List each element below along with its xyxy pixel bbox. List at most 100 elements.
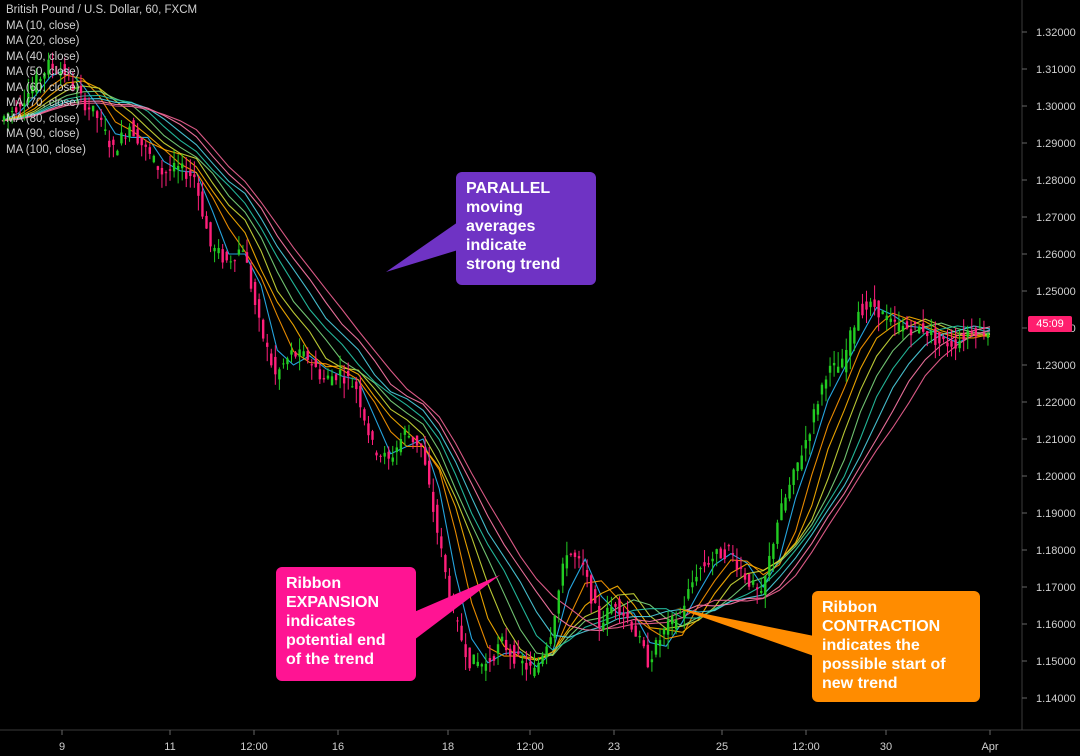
candle-body: [391, 457, 394, 462]
candle-body: [148, 147, 151, 154]
legend-ma-90[interactable]: MA (90, close): [6, 128, 80, 140]
legend-ma-100[interactable]: MA (100, close): [6, 143, 86, 156]
candle-body: [565, 555, 569, 569]
time-tick-label: 11: [164, 741, 175, 753]
candle-body: [217, 247, 220, 254]
candle-body: [91, 105, 95, 112]
candle-body: [873, 299, 876, 307]
time-tick-label: 12:00: [516, 741, 544, 753]
candle-body: [841, 358, 844, 368]
price-tick-label: 1.21000: [1036, 434, 1076, 446]
candle-body: [302, 351, 305, 357]
ma-line: [1, 102, 991, 630]
candle-body: [970, 331, 973, 334]
candle-body: [172, 162, 176, 172]
candle-body: [905, 321, 909, 329]
candle-body: [14, 107, 18, 113]
candle-body: [338, 369, 342, 376]
candle-body: [691, 582, 694, 588]
candle-body: [411, 436, 415, 443]
candle-body: [351, 386, 354, 388]
ma-line: [1, 74, 991, 660]
time-axis: 9 11 12:00 16 18 12:00 23 25 12:00 30 Apr: [59, 730, 999, 753]
parallel-callout: PARALLEL moving averages indicate strong…: [456, 172, 596, 285]
expansion-pointer: [414, 575, 500, 640]
legend-ma-50[interactable]: MA (50, close): [6, 66, 80, 78]
candle-body: [589, 575, 593, 604]
price-tick-label: 1.17000: [1036, 582, 1076, 594]
candle-body: [472, 654, 475, 665]
candle-body: [614, 603, 617, 607]
legend-ma-10[interactable]: MA (10, close): [6, 19, 80, 32]
candle-body: [683, 605, 686, 619]
candle-body: [484, 663, 488, 671]
candle-body: [881, 311, 884, 315]
candle-body: [359, 385, 362, 408]
contraction-line-5: new trend: [822, 675, 898, 692]
candle-body: [43, 73, 46, 79]
candle-body: [347, 370, 350, 377]
candle-body: [942, 336, 945, 340]
price-tick-label: 1.23000: [1036, 360, 1076, 372]
candle-body: [253, 282, 257, 305]
candle-body: [727, 545, 731, 547]
candle-body: [67, 73, 71, 75]
candle-body: [711, 558, 714, 562]
time-tick-label: 16: [332, 741, 344, 753]
candle-body: [921, 323, 925, 332]
price-tick-label: 1.31000: [1036, 64, 1076, 76]
candle-body: [395, 447, 398, 453]
candle-body: [180, 163, 184, 169]
candle-body: [666, 620, 670, 635]
candle-body: [958, 340, 961, 349]
candle-body: [197, 182, 200, 196]
candle-body: [634, 625, 637, 637]
candle-body: [209, 222, 212, 247]
candle-body: [545, 646, 548, 657]
legend-ma-60[interactable]: MA (60, close): [6, 81, 80, 94]
candle-body: [290, 350, 293, 355]
candle-body: [201, 191, 204, 217]
candle-body: [245, 252, 249, 263]
candle-body: [363, 409, 366, 421]
candle-body: [229, 261, 232, 263]
candle-body: [974, 328, 978, 337]
candle-body: [278, 369, 281, 380]
symbol-title: British Pound / U.S. Dollar, 60, FXCM: [6, 4, 198, 16]
candle-body: [508, 648, 512, 656]
legend-ma-80[interactable]: MA (80, close): [6, 112, 80, 125]
candle-body: [695, 576, 698, 582]
candle-body: [751, 580, 755, 585]
candle-body: [630, 621, 633, 630]
candle-body: [274, 356, 277, 375]
price-tick-label: 1.30000: [1036, 101, 1076, 113]
candle-body: [784, 497, 787, 511]
candle-body: [440, 536, 443, 549]
parallel-line-5: strong trend: [466, 256, 561, 273]
time-tick-label: Apr: [981, 741, 998, 753]
candle-body: [55, 72, 58, 74]
candle-body: [513, 645, 516, 664]
candle-body: [261, 319, 265, 339]
expansion-line-1: Ribbon: [286, 575, 342, 592]
candle-body: [355, 381, 358, 390]
candle-body: [427, 460, 431, 485]
legend-ma-20[interactable]: MA (20, close): [6, 35, 80, 47]
candle-body: [436, 504, 439, 533]
candle-body: [816, 404, 820, 415]
legend-ma-70[interactable]: MA (70, close): [6, 97, 80, 109]
candle-body: [104, 129, 107, 131]
candle-body: [796, 462, 799, 472]
candle-body: [865, 301, 868, 310]
parallel-pointer: [386, 222, 458, 272]
candle-body: [79, 85, 83, 94]
callout-pointers: [386, 222, 814, 656]
candle-body: [788, 484, 791, 499]
candle-body: [638, 635, 641, 638]
candle-body: [594, 589, 597, 603]
expansion-line-5: of the trend: [286, 651, 374, 668]
legend-ma-40[interactable]: MA (40, close): [6, 50, 80, 63]
candle-body: [581, 562, 585, 565]
candle-body: [225, 251, 228, 261]
